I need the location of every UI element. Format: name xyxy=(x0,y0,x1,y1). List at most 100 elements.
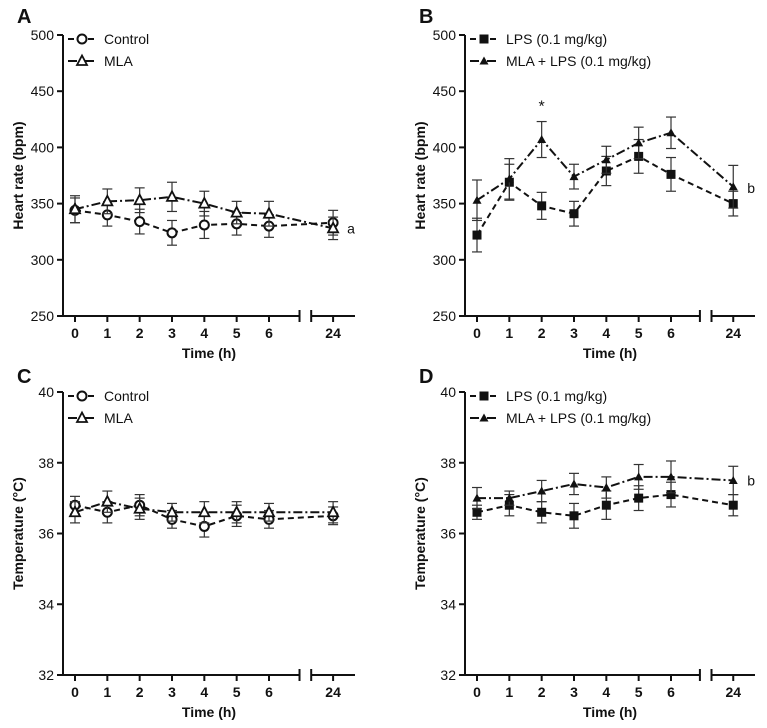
x-tick-label: 3 xyxy=(168,684,176,700)
data-point xyxy=(601,483,611,492)
series-line xyxy=(476,493,734,517)
x-tick-label: 2 xyxy=(538,325,546,341)
legend-marker xyxy=(76,33,88,45)
x-tick-label: 1 xyxy=(505,325,513,341)
y-tick-label: 32 xyxy=(440,667,456,683)
data-point xyxy=(601,155,611,164)
data-point xyxy=(262,504,276,518)
series-line xyxy=(476,131,734,202)
series-1 xyxy=(472,138,739,253)
data-point xyxy=(569,209,579,219)
data-point xyxy=(537,507,547,517)
data-point xyxy=(537,135,547,144)
series-2 xyxy=(68,490,340,524)
panel-b: B 250 300 350 400 450 500 Heart rate (bpm) 0 1 2 3 4… xyxy=(412,6,755,361)
data-point xyxy=(472,493,482,502)
x-tick-label: 5 xyxy=(635,684,643,700)
y-tick-label: 400 xyxy=(31,139,55,155)
data-point xyxy=(166,227,178,239)
data-point xyxy=(569,511,579,521)
y-tick-label: 500 xyxy=(31,27,55,43)
x-tick-label: 3 xyxy=(570,325,578,341)
y-axis-label: Heart rate (bpm) xyxy=(10,121,26,229)
data-point xyxy=(100,193,114,207)
y-tick-label: 40 xyxy=(38,384,54,400)
significance-letter: a xyxy=(347,220,355,236)
data-point xyxy=(326,504,340,518)
x-tick-label: 24 xyxy=(325,684,341,700)
x-tick-label: 0 xyxy=(71,684,79,700)
y-tick-label: 500 xyxy=(433,27,457,43)
y-tick-label: 400 xyxy=(433,139,457,155)
y-tick-label: 450 xyxy=(433,83,457,99)
y-axis-label: Temperature (°C) xyxy=(412,477,428,590)
x-tick-label: 2 xyxy=(538,684,546,700)
y-axis-label: Heart rate (bpm) xyxy=(412,121,428,229)
data-point xyxy=(68,504,82,518)
panel-label-a: A xyxy=(17,6,31,28)
data-point xyxy=(728,475,738,484)
data-point xyxy=(230,504,244,518)
data-point xyxy=(504,174,514,183)
data-point xyxy=(728,182,738,191)
y-tick-label: 34 xyxy=(38,596,54,612)
y-tick-label: 34 xyxy=(440,596,456,612)
data-point xyxy=(100,494,114,507)
x-tick-label: 0 xyxy=(473,684,481,700)
data-point xyxy=(165,504,179,518)
legend-entry: Control xyxy=(104,31,149,47)
series-line xyxy=(477,475,734,500)
x-tick-label: 6 xyxy=(265,684,273,700)
legend-entry: MLA xyxy=(104,53,133,69)
y-tick-label: 350 xyxy=(31,196,55,212)
x-tick-label: 2 xyxy=(136,684,144,700)
series-2 xyxy=(68,181,340,241)
x-tick-label: 6 xyxy=(667,325,675,341)
series-2 xyxy=(472,116,739,222)
legend-marker xyxy=(479,56,489,65)
x-axis-label: Time (h) xyxy=(182,704,236,720)
y-tick-label: 250 xyxy=(31,308,55,324)
series-2 xyxy=(472,460,739,510)
legend-entry: MLA + LPS (0.1 mg/kg) xyxy=(506,410,651,426)
legend-marker xyxy=(479,34,489,44)
legend-marker xyxy=(76,390,88,402)
legend-entry: MLA xyxy=(104,410,133,426)
data-point xyxy=(134,216,146,228)
data-point xyxy=(666,472,676,481)
x-axis-label: Time (h) xyxy=(182,345,236,361)
data-point xyxy=(197,504,211,518)
x-tick-label: 6 xyxy=(667,684,675,700)
series-line xyxy=(74,500,334,514)
y-tick-label: 38 xyxy=(38,455,54,471)
y-tick-label: 38 xyxy=(440,455,456,471)
y-axis-label: Temperature (°C) xyxy=(10,477,26,590)
data-point xyxy=(634,472,644,481)
data-point xyxy=(472,507,482,517)
y-tick-label: 300 xyxy=(433,252,457,268)
legend-entry: LPS (0.1 mg/kg) xyxy=(506,388,607,404)
x-tick-label: 1 xyxy=(103,325,111,341)
y-tick-label: 300 xyxy=(31,252,55,268)
data-point xyxy=(230,205,244,218)
y-tick-label: 36 xyxy=(440,526,456,542)
x-tick-label: 0 xyxy=(71,325,79,341)
x-axis-label: Time (h) xyxy=(583,704,637,720)
data-point xyxy=(634,138,644,147)
panel-label-c: C xyxy=(17,366,31,388)
x-tick-label: 3 xyxy=(570,684,578,700)
data-point xyxy=(326,220,340,234)
x-tick-label: 24 xyxy=(725,325,741,341)
significance-letter: b xyxy=(747,472,755,488)
data-point xyxy=(504,493,514,502)
legend-marker xyxy=(75,53,89,66)
x-tick-label: 6 xyxy=(265,325,273,341)
x-tick-label: 5 xyxy=(233,325,241,341)
panel-a: A 250 300 350 400 450 500 Heart rate (bpm) 0 1 2 3 4… xyxy=(10,6,355,361)
panel-label-b: B xyxy=(419,6,433,28)
legend-entry: LPS (0.1 mg/kg) xyxy=(506,31,607,47)
x-tick-label: 1 xyxy=(103,684,111,700)
x-tick-label: 24 xyxy=(725,684,741,700)
